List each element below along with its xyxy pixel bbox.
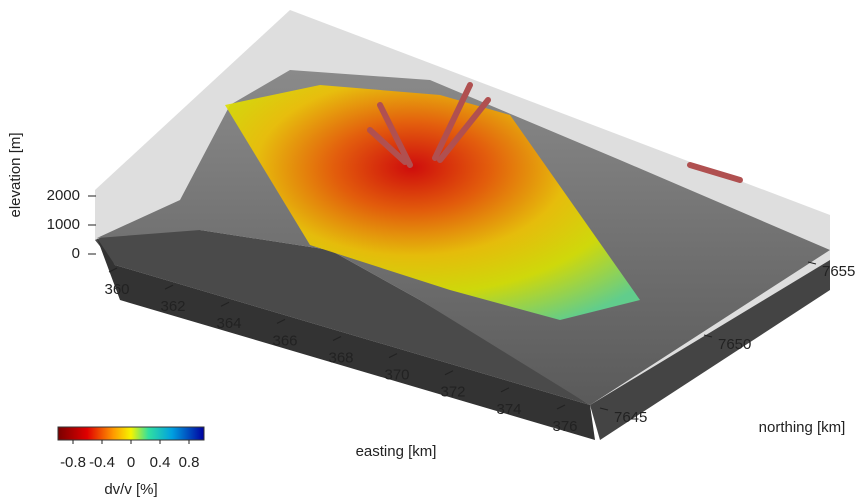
colorbar-tick-label: -0.4 [89, 454, 115, 471]
x-tick-label: 368 [328, 349, 353, 366]
x-tick-label: 370 [384, 367, 409, 384]
colorbar-tick-label: 0 [127, 454, 135, 471]
colorbar-label: dv/v [%] [104, 481, 157, 498]
colorbar-tick-label: 0.8 [179, 454, 200, 471]
y-axis-label: northing [km] [759, 419, 846, 436]
y-tick-label: 7645 [614, 409, 647, 426]
chart: 5cm elevation [m] easting [km] northing … [0, 0, 861, 499]
colorbar [58, 427, 204, 440]
x-tick-label: 360 [104, 281, 129, 298]
x-tick-label: 362 [160, 298, 185, 315]
x-tick-label: 366 [272, 332, 297, 349]
x-axis-label: easting [km] [356, 443, 437, 460]
colorbar-tick-label: 0.4 [150, 454, 171, 471]
z-tick-label: 1000 [47, 216, 80, 233]
terrain [95, 10, 830, 440]
z-tick-label: 0 [72, 245, 80, 262]
annotation: 5cm [727, 143, 755, 160]
x-tick-label: 376 [552, 418, 577, 435]
y-tick-label: 7655 [822, 263, 855, 280]
colorbar-tick-label: -0.8 [60, 454, 86, 471]
x-tick-label: 372 [440, 384, 465, 401]
z-tick-label: 2000 [47, 187, 80, 204]
z-axis-label: elevation [m] [7, 132, 24, 217]
y-tick-label: 7650 [718, 336, 751, 353]
x-tick-label: 364 [216, 315, 241, 332]
x-tick-label: 374 [496, 401, 521, 418]
